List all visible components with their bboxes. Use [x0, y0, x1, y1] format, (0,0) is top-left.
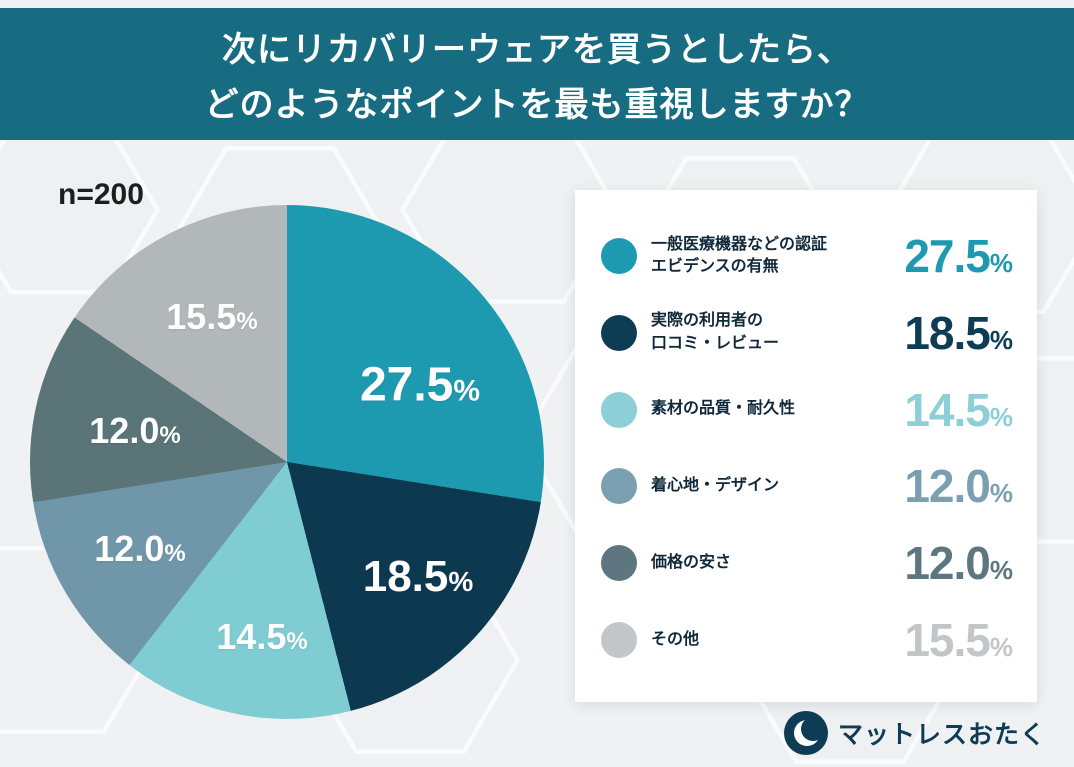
legend-label: その他	[651, 630, 700, 648]
legend-value-number: 14.5	[904, 383, 991, 436]
percent-sign: %	[236, 308, 258, 335]
legend-row-material: 素材の品質・耐久性 14.5%	[601, 374, 1013, 446]
legend-color-dot	[601, 545, 637, 582]
pie-slice-label-price: 12.0%	[89, 410, 180, 452]
legend-color-dot	[601, 468, 637, 505]
legend-row-other: その他 15.5%	[601, 604, 1013, 676]
header-banner: 次にリカバリーウェアを買うとしたら、 どのようなポイントを最も重視しますか？	[0, 8, 1074, 140]
legend-label: 素材の品質・耐久性	[651, 400, 796, 418]
legend-row-certification: 一般医療機器などの認証 エビデンスの有無 27.5%	[601, 220, 1013, 292]
pie-slice-label-material: 14.5%	[216, 616, 307, 658]
crescent-moon-icon	[793, 717, 825, 746]
percent-sign: %	[989, 401, 1013, 432]
legend-row-reviews: 実際の利用者の 口コミ・レビュー 18.5%	[601, 297, 1013, 369]
percent-sign: %	[159, 422, 181, 449]
percent-sign: %	[286, 628, 308, 655]
brand-name: マットレスおたく	[837, 721, 1046, 749]
pie-slice-label-other: 15.5%	[166, 296, 257, 338]
legend-label: 一般医療機器などの認証 エビデンスの有無	[651, 235, 828, 275]
legend-value-number: 18.5	[904, 306, 991, 359]
percent-sign: %	[164, 540, 186, 567]
percent-sign: %	[989, 324, 1013, 355]
pie-slice-label-reviews: 18.5%	[363, 552, 474, 602]
percent-sign: %	[989, 248, 1013, 278]
pie-slice-value: 15.5	[166, 296, 237, 337]
percent-sign: %	[453, 374, 481, 408]
percent-sign: %	[989, 631, 1013, 662]
legend-value: 12.0%	[904, 536, 1013, 590]
legend-row-price: 価格の安さ 12.0%	[601, 527, 1013, 599]
legend-color-dot	[601, 391, 637, 428]
pie-slice-value: 27.5	[359, 358, 454, 412]
pie-slice-label-certification: 27.5%	[360, 358, 480, 413]
pie-slice-value: 14.5	[216, 616, 287, 657]
legend-color-dot	[601, 314, 637, 351]
legend-value-number: 12.0	[904, 460, 991, 513]
legend-value-number: 12.0	[904, 537, 991, 590]
percent-sign: %	[989, 555, 1013, 586]
pie-chart-graphic	[30, 205, 544, 719]
percent-sign: %	[448, 566, 474, 597]
page-title-line1: 次にリカバリーウェアを買うとしたら、	[222, 31, 852, 69]
legend-value: 12.0%	[904, 459, 1013, 513]
brand-footer: マットレスおたく	[783, 711, 1046, 755]
legend-value-number: 15.5	[904, 613, 991, 666]
legend-value: 14.5%	[904, 383, 1013, 437]
legend-label: 着心地・デザイン	[651, 477, 780, 495]
pie-slice-label-comfort: 12.0%	[94, 528, 185, 570]
pie-chart: 27.5% 18.5% 14.5% 12.0% 12.0% 15.5%	[30, 205, 544, 719]
legend-value: 18.5%	[904, 306, 1013, 360]
legend-value: 27.5%	[904, 229, 1013, 283]
legend-value: 15.5%	[904, 613, 1013, 667]
legend-label: 価格の安さ	[651, 553, 732, 571]
legend-color-dot	[601, 238, 637, 274]
pie-slice-value: 18.5	[362, 552, 449, 601]
sample-size-label: n=200	[58, 178, 144, 211]
legend-color-dot	[601, 621, 637, 658]
page-title-line2: どのようなポイントを最も重視しますか？	[204, 86, 870, 124]
pie-slice-value: 12.0	[94, 528, 165, 569]
pie-slice-value: 12.0	[89, 410, 160, 451]
percent-sign: %	[989, 478, 1013, 509]
legend-label: 実際の利用者の 口コミ・レビュー	[651, 312, 780, 352]
legend-row-comfort: 着心地・デザイン 12.0%	[601, 450, 1013, 522]
brand-logo-icon	[783, 711, 828, 755]
legend-value-number: 27.5	[904, 230, 991, 282]
legend-card: 一般医療機器などの認証 エビデンスの有無 27.5% 実際の利用者の 口コミ・レ…	[575, 190, 1037, 702]
